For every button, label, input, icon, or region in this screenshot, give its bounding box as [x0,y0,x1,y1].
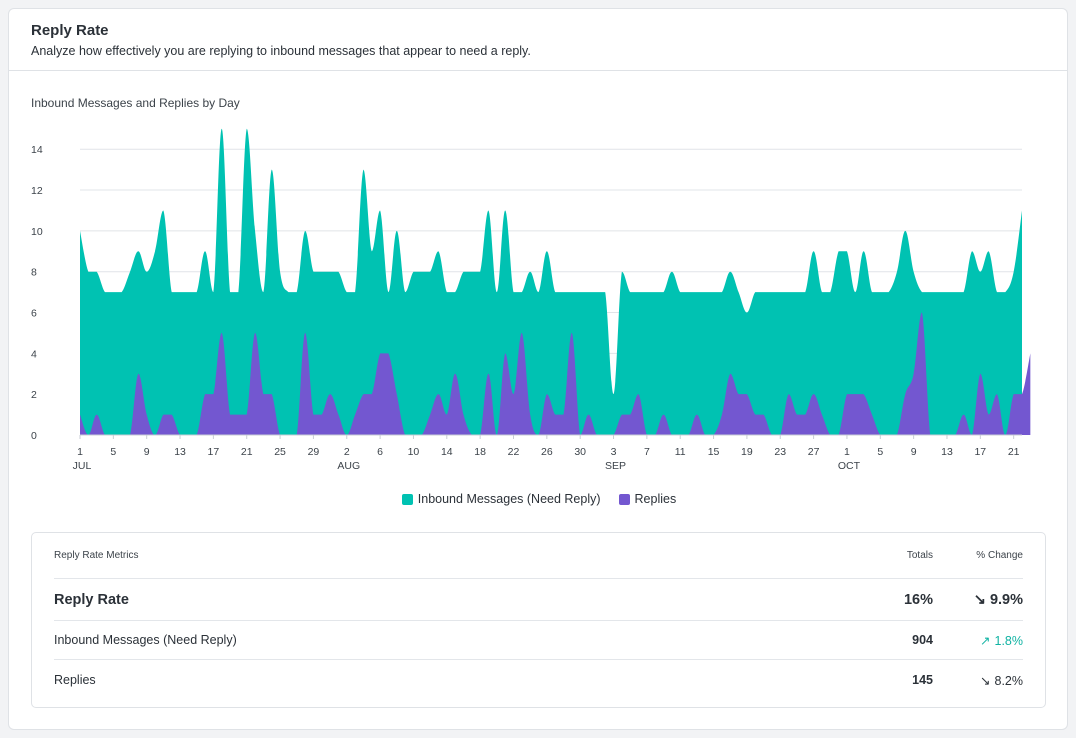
x-month-label: JUL [73,460,92,472]
x-tick-label: 22 [508,446,520,458]
metric-change: ↘ 8.2% [933,673,1023,688]
x-tick-label: 18 [474,446,486,458]
y-tick-label: 0 [31,430,37,442]
metric-change: ↘ 9.9% [933,592,1023,608]
x-month-label: OCT [838,460,861,472]
series-area-inbound [80,128,1022,436]
x-tick-label: 1 [77,446,83,458]
x-tick-label: 21 [241,446,253,458]
metrics-header-label: Reply Rate Metrics [54,550,139,561]
y-tick-label: 6 [31,308,37,320]
x-tick-label: 17 [974,446,986,458]
trend-up-icon: ↗ [980,633,991,648]
x-tick-label: 11 [675,446,686,458]
trend-down-icon: ↘ [980,673,991,688]
metric-change: ↗ 1.8% [933,633,1023,648]
legend-label-inbound: Inbound Messages (Need Reply) [417,492,601,506]
legend-item-inbound[interactable]: Inbound Messages (Need Reply) [401,492,601,506]
x-tick-label: 1 [844,446,850,458]
x-tick-label: 17 [208,446,220,458]
metric-total: 16% [903,591,933,608]
y-tick-label: 4 [31,348,37,360]
x-tick-label: 30 [574,446,586,458]
y-tick-label: 12 [31,185,43,197]
metrics-header-change: % Change [976,550,1023,561]
metric-label: Inbound Messages (Need Reply) [54,633,237,647]
x-tick-label: 2 [344,446,350,458]
metric-label: Reply Rate [54,591,129,608]
card-title: Reply Rate [31,22,109,39]
metric-change-value: 1.8% [994,633,1024,648]
x-tick-label: 27 [808,446,820,458]
card-header: Reply Rate Analyze how effectively you a… [9,9,1067,71]
x-tick-label: 10 [408,446,420,458]
metric-change-value: 8.2% [994,673,1024,688]
x-tick-label: 9 [911,446,917,458]
x-month-label: SEP [605,460,626,472]
metrics-header-totals: Totals [906,550,933,561]
metric-total: 904 [912,633,933,647]
x-tick-label: 7 [644,446,650,458]
x-month-label: AUG [337,460,360,472]
x-tick-label: 5 [110,446,116,458]
x-tick-label: 3 [611,446,617,458]
x-tick-label: 13 [941,446,953,458]
metrics-row-replies: Replies 145 ↘ 8.2% [54,660,1023,700]
y-tick-label: 2 [31,389,37,401]
chart-legend: Inbound Messages (Need Reply) Replies [9,492,1069,506]
metrics-row-inbound: Inbound Messages (Need Reply) 904 ↗ 1.8% [54,621,1023,660]
x-tick-label: 14 [441,446,453,458]
x-tick-label: 25 [274,446,286,458]
legend-label-replies: Replies [634,492,677,506]
y-tick-label: 8 [31,267,37,279]
metric-change-value: 9.9% [989,591,1023,608]
chart-title: Inbound Messages and Replies by Day [31,96,240,110]
series-area-replies [80,312,1031,435]
metrics-table: Reply Rate Metrics Totals % Change Reply… [31,532,1046,708]
x-tick-label: 13 [174,446,186,458]
metrics-header-row: Reply Rate Metrics Totals % Change [54,533,1023,579]
x-tick-label: 15 [708,446,720,458]
card-subtitle: Analyze how effectively you are replying… [31,44,531,58]
inbound-swatch [401,493,413,505]
x-tick-label: 23 [774,446,786,458]
metric-label: Replies [54,673,96,687]
x-tick-label: 6 [377,446,383,458]
x-tick-label: 26 [541,446,553,458]
metric-total: 145 [912,673,933,687]
x-tick-label: 5 [877,446,883,458]
metrics-row-reply-rate: Reply Rate 16% ↘ 9.9% [54,579,1023,621]
replies-swatch [618,493,630,505]
x-tick-label: 21 [1008,446,1020,458]
trend-down-icon: ↘ [973,591,986,608]
x-tick-label: 9 [144,446,150,458]
x-tick-label: 29 [308,446,320,458]
legend-item-replies[interactable]: Replies [618,492,677,506]
reply-rate-card: Reply Rate Analyze how effectively you a… [8,8,1068,730]
y-tick-label: 10 [31,226,43,238]
y-tick-label: 14 [31,144,43,156]
x-tick-label: 19 [741,446,753,458]
